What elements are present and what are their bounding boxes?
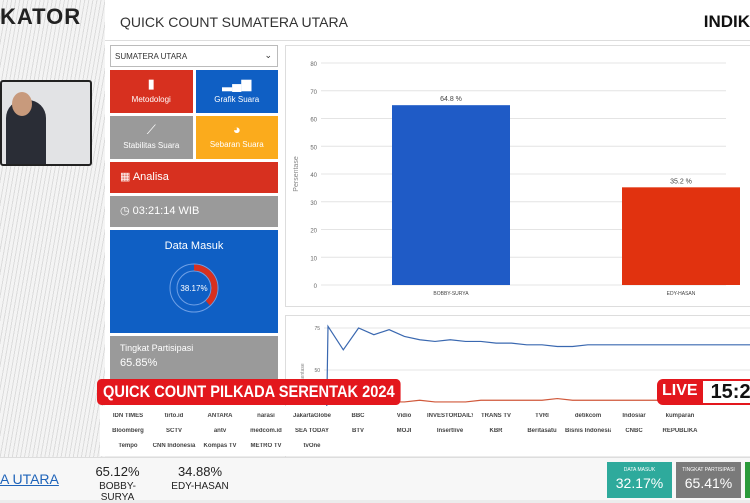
- media-logo: ANTARA: [207, 412, 233, 419]
- presenter-video: [0, 80, 92, 166]
- media-logo: medcom.id: [250, 427, 282, 434]
- broadcast-banner: QUICK COUNT PILKADA SERENTAK 2024: [97, 379, 401, 405]
- ticker-data-masuk: DATA MASUK 32.17%: [607, 462, 672, 498]
- media-logo: Tempo: [118, 443, 138, 450]
- media-logo: antv: [213, 427, 227, 434]
- clock-icon: ◷: [120, 205, 133, 217]
- candidate-result: 34.88% EDY-HASAN: [171, 464, 229, 492]
- brand-logo: INDIK: [703, 12, 750, 31]
- tile-grafik-suara[interactable]: ▂▄▆ Grafik Suara: [195, 70, 278, 113]
- media-logo: Bisnis Indonesia: [565, 427, 611, 434]
- data-label: 64.8 %: [440, 96, 462, 103]
- media-logo: SCTV: [165, 427, 182, 434]
- sidebar: SUMATERA UTARA ⌄ ▮ Metodologi ▂▄▆ Grafik Su…: [110, 45, 278, 381]
- media-logo: detikcom: [574, 412, 602, 419]
- media-logo: Indosiar: [622, 412, 646, 419]
- media-logo: Kompas TV: [203, 443, 237, 450]
- page-title: QUICK COUNT SUMATERA UTARA: [120, 14, 348, 30]
- y-tick-label: 80: [310, 62, 317, 68]
- media-logo: kumparan: [665, 412, 695, 419]
- media-logo: Insertlive: [436, 427, 464, 434]
- series-line: [325, 324, 750, 455]
- line-chart-icon: ⟋: [146, 122, 156, 137]
- media-logo: CNN Indonesia: [152, 443, 196, 450]
- tile-metodologi[interactable]: ▮ Metodologi: [110, 70, 193, 113]
- media-logo: METRO TV: [250, 443, 282, 450]
- analisa-button[interactable]: ▦ Analisa: [110, 162, 278, 193]
- svg-text:38.17%: 38.17%: [180, 284, 207, 293]
- bar: [622, 187, 740, 285]
- y-tick-label: 40: [310, 173, 317, 179]
- media-logo: REPUBLIKA: [662, 427, 698, 434]
- x-tick-label: EDY-HASAN: [667, 291, 696, 297]
- media-logo: Beritasatu: [527, 427, 557, 434]
- media-logo: INVESTORDAILY: [427, 412, 473, 419]
- y-tick-label: 50: [314, 368, 320, 374]
- ticker-partisipasi: TINGKAT PARTISIPASI 65.41%: [676, 462, 741, 498]
- media-logo: KBR: [489, 427, 503, 434]
- y-tick-label: 10: [310, 256, 317, 262]
- y-tick-label: 50: [310, 145, 317, 151]
- chevron-down-icon: ⌄: [264, 50, 272, 60]
- logo: KATOR: [0, 4, 82, 29]
- book-icon: ▮: [147, 76, 155, 91]
- media-logo: SEA TODAY: [294, 427, 330, 434]
- y-axis-label: Persentase: [293, 156, 300, 192]
- media-logo: TRANS TV: [481, 412, 511, 419]
- media-logo: tirto.id: [164, 412, 184, 419]
- y-tick-label: 70: [310, 90, 317, 96]
- media-logo: Bloomberg: [112, 427, 144, 434]
- media-logo: MOJI: [396, 427, 412, 434]
- bar: [392, 105, 510, 286]
- live-time: 15:2: [702, 379, 750, 405]
- media-logo: CNBC: [625, 427, 643, 434]
- region-select[interactable]: SUMATERA UTARA ⌄: [110, 45, 278, 67]
- media-logo: TVRI: [535, 412, 549, 419]
- media-logo: BTV: [352, 427, 364, 434]
- media-partner-logos: IDN TIMES tirto.id ANTARA narasi JakartaGlob…: [100, 406, 750, 456]
- media-logo: narasi: [257, 412, 275, 419]
- media-logo: IDN TIMES: [112, 412, 144, 419]
- background-pattern: [0, 0, 105, 460]
- live-indicator: LIVE 15:2: [657, 379, 750, 405]
- analysis-icon: ▦: [120, 171, 133, 183]
- media-logo: Vidio: [396, 412, 412, 419]
- y-tick-label: 20: [310, 229, 317, 235]
- tile-sebaran-suara[interactable]: ◕ Sebaran Suara: [195, 116, 278, 159]
- data-label: 35.2 %: [670, 178, 692, 185]
- x-tick-label: BOBBY-SURYA: [433, 291, 469, 297]
- bar-chart-icon: ▂▄▆: [222, 76, 252, 91]
- media-logo: JakartaGlobe: [292, 412, 332, 419]
- pie-chart-icon: ◕: [232, 122, 241, 137]
- y-tick-label: 75: [314, 326, 320, 332]
- bar-chart-panel: 0 10 20 30 40 50 60 70 80 Persentase 64.8 % BOBBY-S…: [285, 45, 750, 307]
- data-masuk-donut: 38.17%: [169, 263, 219, 313]
- results-ticker: A UTARA 65.12% BOBBY-SURYA 34.88% EDY-HASA…: [0, 457, 750, 503]
- partisipasi-card: Tingkat Partisipasi 65.85%: [110, 336, 278, 381]
- y-tick-label: 60: [310, 118, 317, 124]
- y-axis-label: Persentase: [300, 363, 306, 389]
- clock: ◷ 03:21:14 WIB: [110, 196, 278, 227]
- data-masuk-card: Data Masuk 38.17%: [110, 230, 278, 333]
- region-link[interactable]: A UTARA: [0, 471, 59, 487]
- y-tick-label: 0: [314, 284, 318, 290]
- candidate-result: 65.12% BOBBY-SURYA: [95, 464, 140, 503]
- y-tick-label: 30: [310, 201, 317, 207]
- tile-stabilitas-suara[interactable]: ⟋ Stabilitas Suara: [110, 116, 193, 159]
- media-logo: tvOne: [303, 443, 321, 450]
- media-logo: BBC: [351, 412, 365, 419]
